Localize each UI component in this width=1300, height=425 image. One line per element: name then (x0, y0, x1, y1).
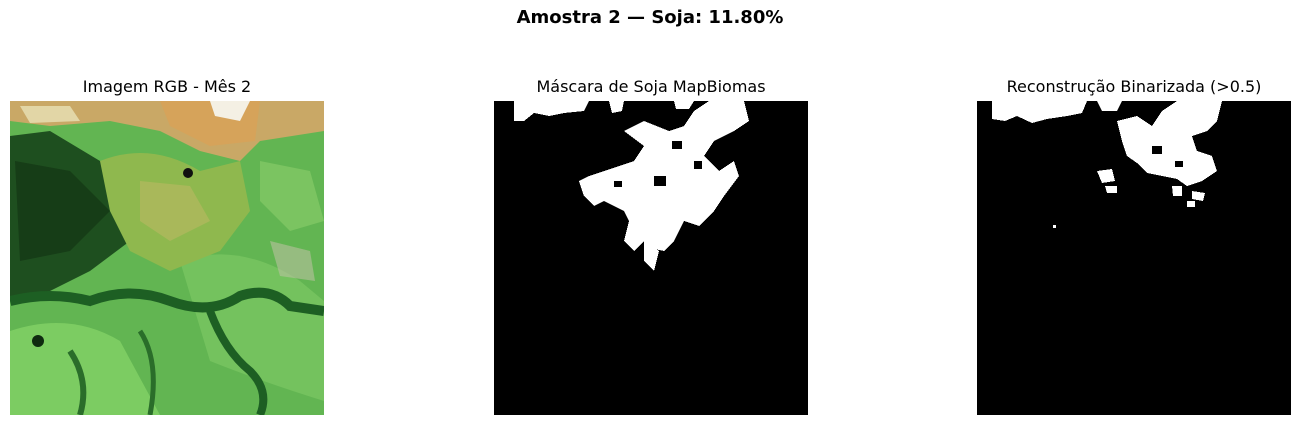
binarized-reconstruction-image (977, 101, 1291, 415)
soy-mask-image (494, 101, 808, 415)
rgb-image-title: Imagem RGB - Mês 2 (82, 77, 252, 96)
figure-title: Amostra 2 — Soja: 11.80% (516, 7, 784, 28)
binarized-reconstruction-title: Reconstrução Binarizada (>0.5) (1006, 77, 1262, 96)
rgb-satellite-image (10, 101, 324, 415)
soy-mask-title: Máscara de Soja MapBiomas (536, 77, 766, 96)
